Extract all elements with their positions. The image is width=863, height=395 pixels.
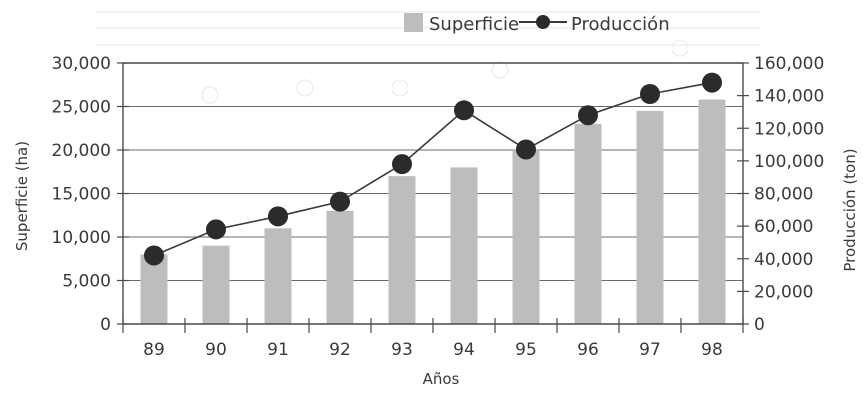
x-tick-label-93: 93 xyxy=(391,340,413,360)
bar-superficie-92 xyxy=(326,210,354,324)
x-axis-title: Años xyxy=(423,370,460,388)
y-left-tick-label-2: 10,000 xyxy=(52,228,111,248)
y-left-tick-label-6: 30,000 xyxy=(52,54,111,74)
x-tick-label-96: 96 xyxy=(577,340,599,360)
bar-superficie-93 xyxy=(388,176,416,324)
point-produccion-96 xyxy=(578,105,598,126)
bar-superficie-90 xyxy=(202,245,230,324)
legend-label-superficie: Superficie xyxy=(429,14,519,35)
y-left-tick-label-0: 0 xyxy=(100,315,111,335)
legend: Superficie Producción xyxy=(404,13,670,35)
line-series-produccion xyxy=(144,72,722,266)
tick-labels: 0 5,000 10,000 15,000 20,000 25,000 30,000 0 20,… xyxy=(52,54,825,360)
bar-superficie-91 xyxy=(264,228,292,324)
point-produccion-95 xyxy=(516,139,536,160)
y-right-tick-label-5: 100,000 xyxy=(754,152,824,172)
y-right-tick-label-2: 40,000 xyxy=(754,250,813,270)
y-left-tick-label-4: 20,000 xyxy=(52,141,111,161)
x-tick-label-97: 97 xyxy=(639,340,661,360)
y-right-tick-label-6: 120,000 xyxy=(754,119,824,139)
y-right-tick-label-8: 160,000 xyxy=(754,54,824,74)
y-left-tick-label-3: 15,000 xyxy=(52,185,111,205)
bar-superficie-95 xyxy=(512,150,540,324)
bar-superficie-97 xyxy=(636,110,664,324)
y-axis-right-title: Producción (ton) xyxy=(841,148,859,271)
x-tick-label-91: 91 xyxy=(267,340,289,360)
point-produccion-90 xyxy=(206,219,226,240)
point-produccion-94 xyxy=(454,100,474,121)
line-produccion xyxy=(153,81,713,257)
point-produccion-89 xyxy=(144,245,164,266)
legend-marker-produccion xyxy=(536,15,550,29)
x-tick-label-94: 94 xyxy=(453,340,475,360)
point-produccion-91 xyxy=(268,206,288,227)
point-produccion-97 xyxy=(640,83,660,104)
ticks xyxy=(117,62,749,333)
bleed-through xyxy=(95,11,760,104)
point-produccion-93 xyxy=(392,154,412,175)
bar-superficie-96 xyxy=(574,123,602,325)
point-produccion-98 xyxy=(702,72,722,93)
y-axis-left-title: Superficie (ha) xyxy=(13,141,31,251)
point-produccion-92 xyxy=(330,191,350,212)
y-right-tick-label-1: 20,000 xyxy=(754,282,813,302)
x-tick-label-89: 89 xyxy=(143,340,165,360)
bar-series-superficie xyxy=(140,99,726,325)
y-left-tick-label-5: 25,000 xyxy=(52,98,111,118)
y-right-tick-label-3: 60,000 xyxy=(754,217,813,237)
legend-label-produccion: Producción xyxy=(571,14,670,35)
x-tick-label-95: 95 xyxy=(515,340,537,360)
y-right-tick-label-0: 0 xyxy=(754,315,765,335)
x-tick-label-92: 92 xyxy=(329,340,351,360)
y-right-tick-label-7: 140,000 xyxy=(754,87,824,107)
bar-superficie-94 xyxy=(450,167,478,324)
legend-swatch-superficie xyxy=(404,13,423,32)
bar-superficie-89 xyxy=(140,254,168,324)
y-right-tick-label-4: 80,000 xyxy=(754,185,813,205)
bar-superficie-98 xyxy=(698,99,726,324)
x-tick-label-98: 98 xyxy=(701,340,723,360)
x-tick-label-90: 90 xyxy=(205,340,227,360)
y-left-tick-label-1: 5,000 xyxy=(62,272,111,292)
